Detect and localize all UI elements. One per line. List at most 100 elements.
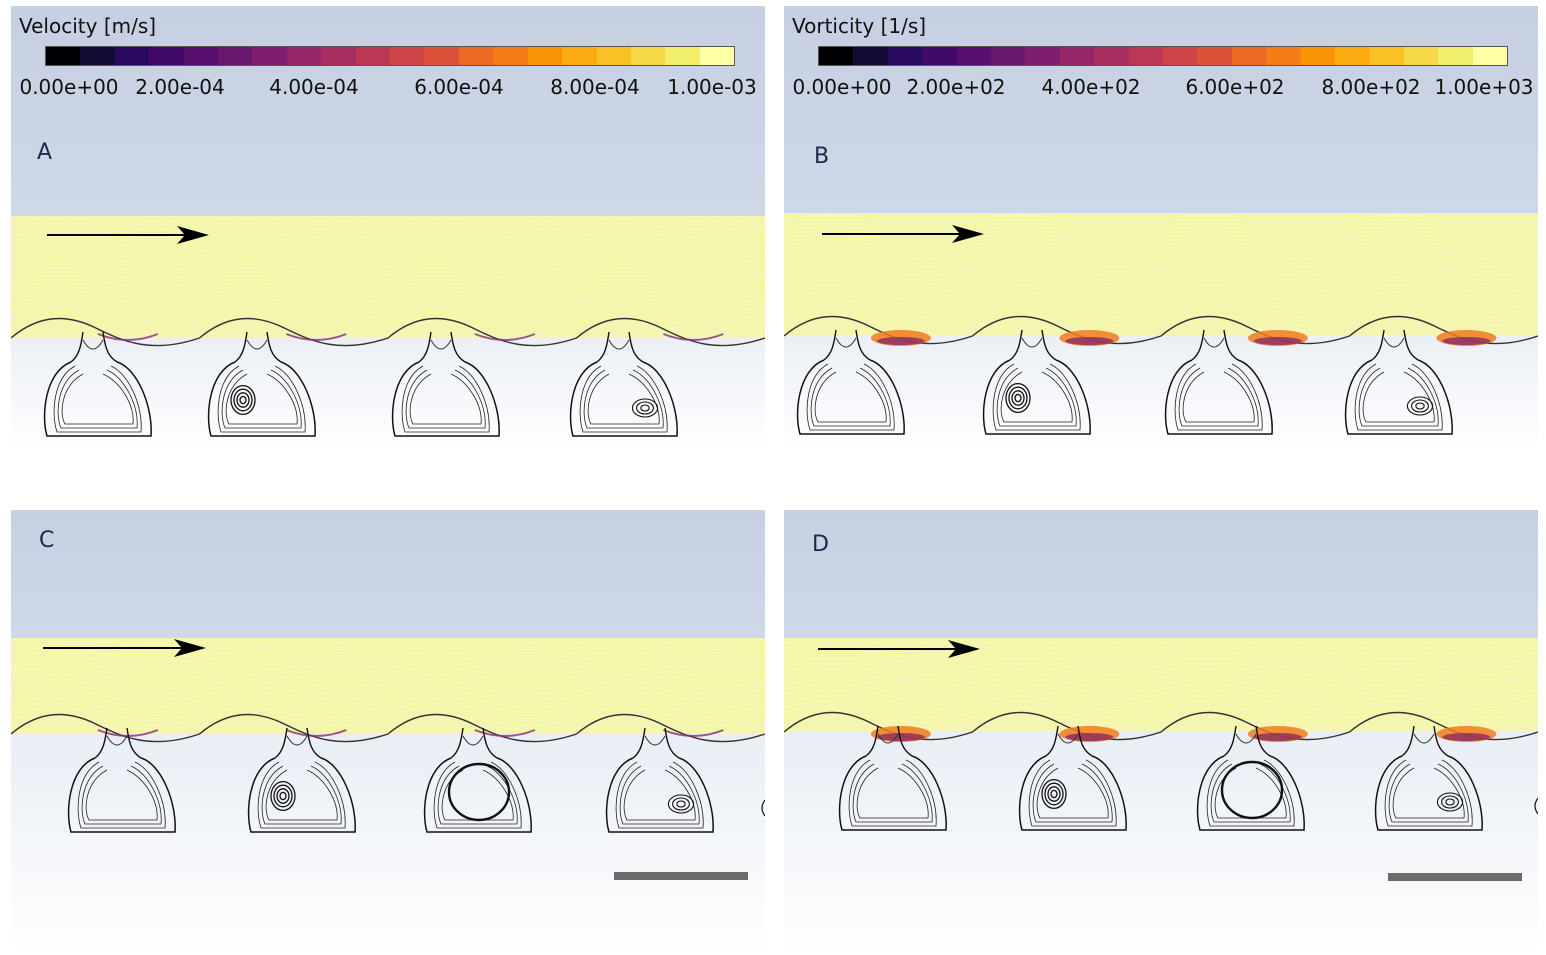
cavity-outline	[838, 755, 947, 831]
vortex-core	[233, 388, 253, 412]
vorticity-hotspot	[1442, 337, 1491, 345]
streamline	[11, 278, 765, 287]
cavity-streamline	[401, 365, 490, 433]
streamline	[784, 238, 1538, 244]
streamline	[784, 291, 1538, 301]
cavity-neck	[1401, 725, 1415, 757]
cavity-streamline	[848, 759, 937, 827]
background	[784, 6, 1538, 213]
panel-a: Velocity [m/s] 0.00e+00 2.00e-04 4.00e-0…	[11, 6, 765, 451]
streamline	[784, 684, 1538, 693]
streamline-band	[11, 216, 765, 338]
cavity-streamline	[852, 763, 933, 823]
colorbar-segment	[1231, 47, 1267, 65]
panel-label: C	[39, 528, 55, 553]
cavity-streamline	[1388, 763, 1469, 823]
streamline	[784, 695, 1538, 706]
neck-streamline	[644, 735, 666, 746]
neck-streamline	[1413, 733, 1435, 744]
velocity-edge	[474, 729, 536, 737]
cavity-streamline	[433, 761, 522, 829]
vortex-core	[273, 784, 293, 808]
cavity-streamline	[1358, 367, 1439, 427]
colorbar-segment	[956, 47, 992, 65]
velocity-edge	[285, 729, 347, 737]
vorticity-hotspot	[1065, 337, 1114, 345]
colorbar-segment	[1335, 47, 1370, 65]
cavity-streamline	[217, 365, 306, 433]
velocity-field-plot	[11, 6, 765, 451]
cavity-neck	[126, 727, 142, 759]
streamline	[11, 708, 765, 720]
cavity-streamline	[1384, 759, 1473, 827]
panel-d: D	[784, 510, 1538, 955]
cavity-neck	[266, 331, 282, 363]
cavity-neck	[94, 727, 108, 759]
streamline	[11, 316, 765, 328]
colorbar-segment	[596, 47, 631, 65]
cavity-streamline	[77, 761, 166, 829]
cavity-neck	[632, 727, 646, 759]
colorbar-segment	[922, 47, 957, 65]
cavity-neck	[102, 331, 118, 363]
scale-bar	[614, 872, 748, 880]
vortex-core	[1008, 386, 1028, 410]
colorbar-segment	[527, 47, 563, 65]
vortex-core	[230, 384, 256, 416]
neck-streamline	[1235, 733, 1257, 744]
cavity-streamline	[1392, 767, 1465, 819]
cavity-streamline	[806, 363, 895, 431]
cavity-streamline	[583, 369, 664, 429]
colorbar-segment	[699, 47, 735, 65]
cavity-streamline	[615, 761, 704, 829]
cavity-neck	[1045, 725, 1059, 757]
colorbar-segment	[149, 47, 184, 65]
neck-streamline	[608, 339, 630, 350]
background	[11, 6, 765, 216]
cavity-streamline	[405, 369, 486, 429]
colorbar-segment	[114, 47, 150, 65]
substrate-region	[784, 700, 1538, 955]
cavity-neck	[1255, 725, 1271, 757]
vortex-core	[1220, 760, 1284, 820]
colorbar-segment	[252, 47, 287, 65]
vortex-core	[1406, 396, 1434, 416]
streamline-band	[784, 213, 1538, 336]
cavity-outline	[207, 361, 316, 437]
arrow-head-icon	[177, 226, 209, 244]
cavity-neck	[274, 727, 288, 759]
panel-label: D	[812, 532, 829, 557]
colorbar-segment	[562, 47, 597, 65]
vortex-core	[447, 762, 511, 822]
cavity-streamline	[1036, 767, 1109, 819]
vortex-core	[279, 791, 287, 801]
cavity-neck	[1077, 725, 1093, 757]
vorticity-hotspot	[876, 337, 925, 345]
colorbar-ticks: 0.00e+00 2.00e-04 4.00e-04 6.00e-04 8.00…	[11, 6, 765, 106]
cavity-outline	[43, 361, 152, 437]
colorbar-segment	[1163, 47, 1198, 65]
cavity-neck	[418, 331, 432, 363]
cavity-streamline	[257, 761, 346, 829]
cavity-streamline	[1028, 759, 1117, 827]
colorbar-tick: 4.00e-04	[269, 75, 359, 99]
streamline	[784, 314, 1538, 326]
streamline	[11, 663, 765, 669]
cavity-outline	[67, 757, 176, 833]
streamline	[784, 268, 1538, 277]
colorbar-tick: 2.00e-04	[135, 75, 225, 99]
colorbar-segment	[1403, 47, 1439, 65]
cavity-outline	[1018, 755, 1127, 831]
cavity-outline	[569, 361, 678, 437]
colorbar-segment	[493, 47, 528, 65]
streamline	[11, 233, 765, 238]
colorbar-segment	[1059, 47, 1095, 65]
colorbar-ticks: 0.00e+00 2.00e+02 4.00e+02 6.00e+02 8.00…	[784, 6, 1538, 106]
streamline	[11, 256, 765, 263]
cavity-streamline	[409, 373, 482, 425]
colorbar-segment	[630, 47, 666, 65]
vortex-core	[1011, 390, 1025, 406]
streamline	[11, 703, 765, 713]
colorbar-segment	[887, 47, 923, 65]
cavity-neck	[1371, 329, 1385, 361]
